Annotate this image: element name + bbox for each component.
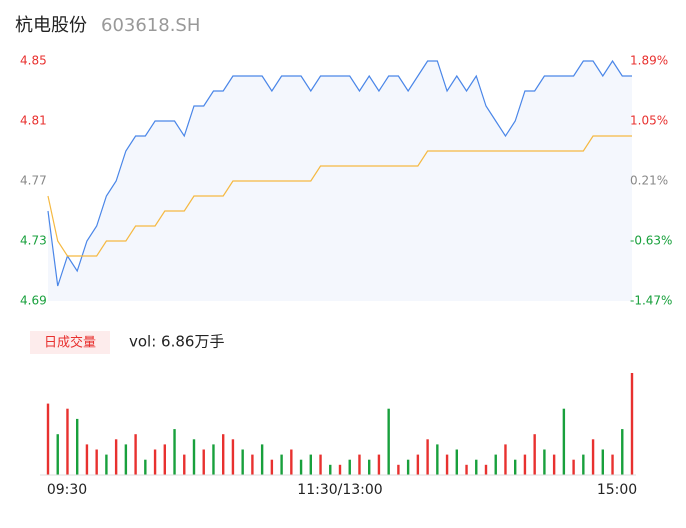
volume-bar	[436, 444, 439, 475]
y2-tick-label: 1.05%	[630, 114, 668, 128]
volume-bar	[66, 408, 69, 475]
volume-bar	[114, 439, 118, 475]
volume-bar	[329, 464, 332, 475]
volume-bar	[56, 434, 59, 475]
volume-bar	[251, 454, 254, 475]
volume-bar	[377, 454, 381, 475]
volume-bar	[582, 454, 585, 475]
volume-bar	[105, 454, 108, 475]
volume-bar	[621, 429, 624, 475]
volume-bar	[611, 454, 614, 475]
y2-tick-label: 0.21%	[630, 174, 668, 188]
volume-bar	[95, 449, 98, 475]
volume-bar	[124, 444, 128, 475]
x-tick-label: 15:00	[597, 482, 637, 498]
volume-bar	[309, 454, 312, 475]
volume-bar	[494, 454, 497, 475]
volume-bar	[338, 464, 342, 475]
volume-bar	[484, 464, 488, 475]
x-tick-label: 11:30/13:00	[297, 482, 382, 498]
volume-bar	[368, 459, 371, 475]
volume-bar	[514, 459, 517, 475]
y-tick-label: 4.69	[20, 294, 47, 308]
volume-button[interactable]: 日成交量	[44, 335, 96, 351]
volume-bar	[348, 459, 351, 475]
volume-bar	[85, 444, 89, 475]
y-tick-label: 4.77	[20, 174, 47, 188]
volume-bar	[290, 449, 293, 475]
volume-bar	[183, 454, 186, 475]
volume-bar	[397, 464, 400, 475]
volume-bar	[280, 454, 283, 475]
volume-bar	[591, 439, 595, 475]
volume-bar	[533, 434, 536, 475]
volume-bar	[241, 449, 244, 475]
volume-bar	[630, 373, 634, 475]
volume-bar	[212, 444, 215, 475]
line-price	[47, 59, 632, 287]
volume-bar	[153, 449, 157, 475]
y-tick-label: 4.81	[20, 114, 47, 128]
price-area	[48, 61, 632, 301]
volume-bar	[173, 429, 176, 475]
stock-name: 杭电股份	[15, 15, 87, 36]
volume-bar	[202, 449, 205, 475]
volume-bar	[134, 434, 137, 475]
y-tick-label: 4.85	[20, 54, 47, 68]
volume-bar	[46, 403, 50, 475]
volume-bar	[270, 459, 274, 475]
volume-bar	[455, 449, 458, 475]
volume-bar	[465, 464, 468, 475]
volume-bar	[231, 439, 235, 475]
volume-bar	[445, 454, 449, 475]
volume-bar	[475, 459, 478, 475]
y-tick-label: 4.73	[20, 234, 47, 248]
volume-bar	[260, 444, 264, 475]
volume-button-bg[interactable]	[30, 331, 110, 354]
volume-bar	[387, 408, 390, 475]
volume-bar	[319, 454, 322, 475]
y2-tick-label: -1.47%	[630, 294, 672, 308]
stock-code: 603618.SH	[101, 15, 200, 36]
x-tick-label: 09:30	[47, 482, 87, 498]
volume-total: vol: 6.86万手	[129, 333, 224, 351]
volume-bar	[572, 459, 575, 475]
volume-bar	[358, 454, 361, 475]
volume-bar	[222, 434, 225, 475]
volume-bar	[504, 444, 507, 475]
volume-bar	[144, 459, 147, 475]
volume-bar	[76, 418, 79, 475]
volume-bar	[426, 439, 429, 475]
volume-bar	[523, 454, 527, 475]
volume-bar	[163, 444, 166, 475]
volume-bar	[543, 449, 546, 475]
volume-bar	[562, 408, 566, 475]
volume-bar	[601, 449, 604, 475]
volume-bar	[406, 459, 410, 475]
line-average	[47, 135, 632, 257]
y2-tick-label: -0.63%	[630, 234, 672, 248]
volume-bar	[416, 454, 420, 475]
volume-bar	[299, 459, 303, 475]
volume-bar	[192, 439, 196, 475]
volume-bar	[552, 454, 556, 475]
y2-tick-label: 1.89%	[630, 54, 668, 68]
